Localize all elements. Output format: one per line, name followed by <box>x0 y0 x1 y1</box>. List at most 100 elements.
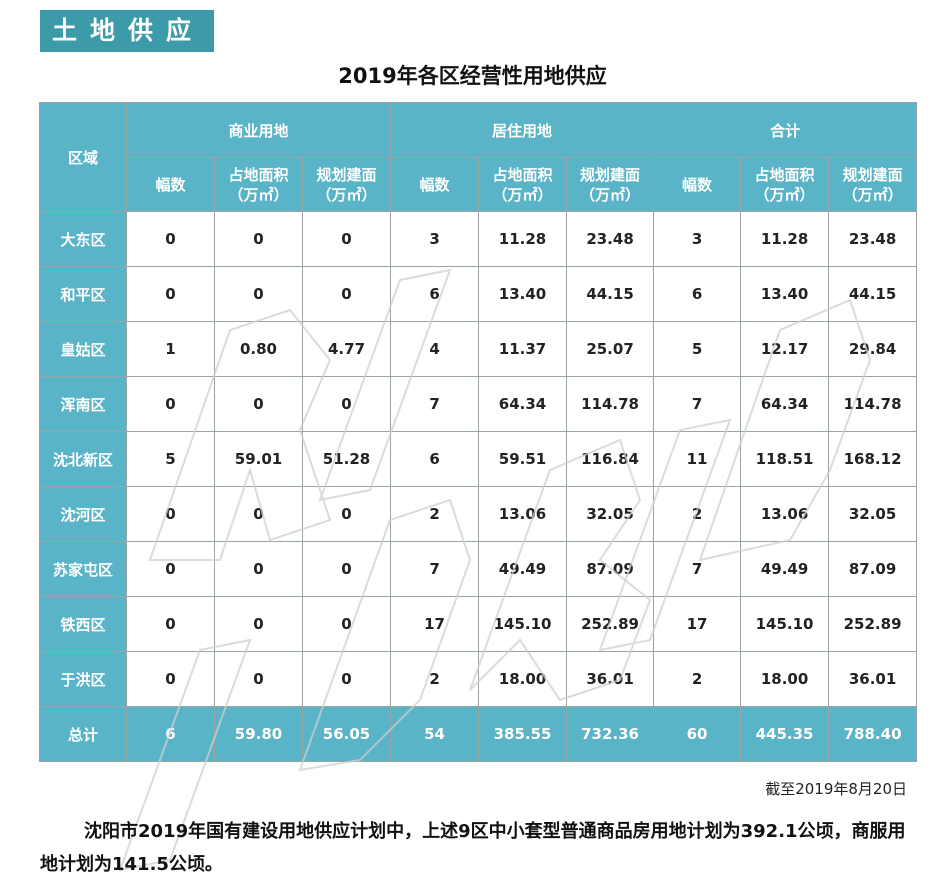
value-cell: 51.28 <box>301 431 392 487</box>
district-cell: 于洪区 <box>39 651 127 707</box>
value-cell: 32.05 <box>566 486 655 542</box>
value-cell: 5 <box>653 321 742 377</box>
header-group-total: 合计 <box>653 102 918 158</box>
header-count: 幅数 <box>126 157 215 212</box>
table-row: 沈北新区 5 59.01 51.28 6 59.51 116.84 11 118.51 168.1… <box>39 431 918 487</box>
value-cell: 0 <box>301 541 392 597</box>
district-cell: 和平区 <box>39 266 127 322</box>
value-cell: 11.37 <box>478 321 568 377</box>
total-row: 总计 6 59.80 56.05 54 385.55 732.36 60 445.35 788.4… <box>39 706 918 762</box>
value-cell: 114.78 <box>828 376 918 432</box>
header-area: 占地面积 （万㎡） <box>214 157 303 212</box>
header-count: 幅数 <box>653 157 742 212</box>
value-cell: 17 <box>390 596 480 652</box>
value-cell: 3 <box>390 211 480 267</box>
value-cell: 4.77 <box>301 321 392 377</box>
table-row: 沈河区 0 0 0 2 13.06 32.05 2 13.06 32.05 <box>39 486 918 542</box>
value-cell: 2 <box>653 651 742 707</box>
value-cell: 0 <box>301 651 392 707</box>
value-cell: 0 <box>126 651 215 707</box>
table-row: 于洪区 0 0 0 2 18.00 36.01 2 18.00 36.01 <box>39 651 918 707</box>
value-cell: 7 <box>390 541 480 597</box>
value-cell: 17 <box>653 596 742 652</box>
value-cell: 0 <box>214 541 303 597</box>
value-cell: 2 <box>390 651 480 707</box>
value-cell: 23.48 <box>566 211 655 267</box>
value-cell: 0 <box>301 266 392 322</box>
district-cell: 沈河区 <box>39 486 127 542</box>
value-cell: 0 <box>214 486 303 542</box>
header-group-residential: 居住用地 <box>390 102 655 158</box>
date-note: 截至2019年8月20日 <box>765 780 907 798</box>
value-cell: 0 <box>214 266 303 322</box>
value-cell: 36.01 <box>828 651 918 707</box>
value-cell: 3 <box>653 211 742 267</box>
value-cell: 0 <box>126 541 215 597</box>
total-value-cell: 732.36 <box>566 706 655 762</box>
value-cell: 44.15 <box>566 266 655 322</box>
header-build: 规划建面 （万㎡） <box>301 157 392 212</box>
total-value-cell: 60 <box>653 706 742 762</box>
value-cell: 18.00 <box>478 651 568 707</box>
value-cell: 25.07 <box>566 321 655 377</box>
total-value-cell: 788.40 <box>828 706 918 762</box>
table-title: 2019年各区经营性用地供应 <box>338 64 607 88</box>
district-cell: 铁西区 <box>39 596 127 652</box>
value-cell: 0 <box>126 376 215 432</box>
table-row: 大东区 0 0 0 3 11.28 23.48 3 11.28 23.48 <box>39 211 918 267</box>
value-cell: 0 <box>214 211 303 267</box>
header-build: 规划建面 （万㎡） <box>566 157 655 212</box>
summary-paragraph: 沈阳市2019年国有建设用地供应计划中，上述9区中小套型普通商品房用地计划为39… <box>40 821 906 875</box>
value-cell: 13.40 <box>478 266 568 322</box>
value-cell: 145.10 <box>478 596 568 652</box>
total-value-cell: 6 <box>126 706 215 762</box>
value-cell: 32.05 <box>828 486 918 542</box>
value-cell: 7 <box>390 376 480 432</box>
table-row: 皇姑区 1 0.80 4.77 4 11.37 25.07 5 12.17 29.84 <box>39 321 918 377</box>
value-cell: 49.49 <box>478 541 568 597</box>
value-cell: 0 <box>126 266 215 322</box>
table-body: 大东区 0 0 0 3 11.28 23.48 3 11.28 23.48 和平区 0 0 0 6 13.40… <box>39 211 918 762</box>
value-cell: 118.51 <box>740 431 830 487</box>
value-cell: 64.34 <box>478 376 568 432</box>
value-cell: 6 <box>390 431 480 487</box>
header-count: 幅数 <box>390 157 480 212</box>
value-cell: 0 <box>301 596 392 652</box>
value-cell: 5 <box>126 431 215 487</box>
value-cell: 11.28 <box>478 211 568 267</box>
section-tag: 土地供应 <box>40 10 214 52</box>
header-area: 占地面积 （万㎡） <box>478 157 568 212</box>
total-value-cell: 54 <box>390 706 480 762</box>
table-row: 浑南区 0 0 0 7 64.34 114.78 7 64.34 114.78 <box>39 376 918 432</box>
value-cell: 12.17 <box>740 321 830 377</box>
value-cell: 11.28 <box>740 211 830 267</box>
value-cell: 6 <box>390 266 480 322</box>
header-district: 区域 <box>39 102 127 212</box>
value-cell: 0 <box>126 486 215 542</box>
district-cell: 大东区 <box>39 211 127 267</box>
value-cell: 252.89 <box>566 596 655 652</box>
district-cell: 皇姑区 <box>39 321 127 377</box>
value-cell: 252.89 <box>828 596 918 652</box>
header-area: 占地面积 （万㎡） <box>740 157 830 212</box>
district-cell: 沈北新区 <box>39 431 127 487</box>
header-build: 规划建面 （万㎡） <box>828 157 918 212</box>
value-cell: 1 <box>126 321 215 377</box>
total-label: 总计 <box>39 706 127 762</box>
value-cell: 4 <box>390 321 480 377</box>
district-cell: 浑南区 <box>39 376 127 432</box>
total-value-cell: 56.05 <box>301 706 392 762</box>
total-value-cell: 59.80 <box>214 706 303 762</box>
land-supply-table: 区域 商业用地 居住用地 合计 幅数 占地面积 （万㎡） 规划建面 （万㎡） 幅数 … <box>39 102 918 762</box>
table-row: 和平区 0 0 0 6 13.40 44.15 6 13.40 44.15 <box>39 266 918 322</box>
value-cell: 0 <box>214 596 303 652</box>
value-cell: 87.09 <box>828 541 918 597</box>
header-group-commercial: 商业用地 <box>125 102 392 158</box>
value-cell: 0 <box>214 651 303 707</box>
table-row: 苏家屯区 0 0 0 7 49.49 87.09 7 49.49 87.09 <box>39 541 918 597</box>
value-cell: 0.80 <box>214 321 303 377</box>
value-cell: 145.10 <box>740 596 830 652</box>
value-cell: 18.00 <box>740 651 830 707</box>
table-row: 铁西区 0 0 0 17 145.10 252.89 17 145.10 252.89 <box>39 596 918 652</box>
value-cell: 87.09 <box>566 541 655 597</box>
